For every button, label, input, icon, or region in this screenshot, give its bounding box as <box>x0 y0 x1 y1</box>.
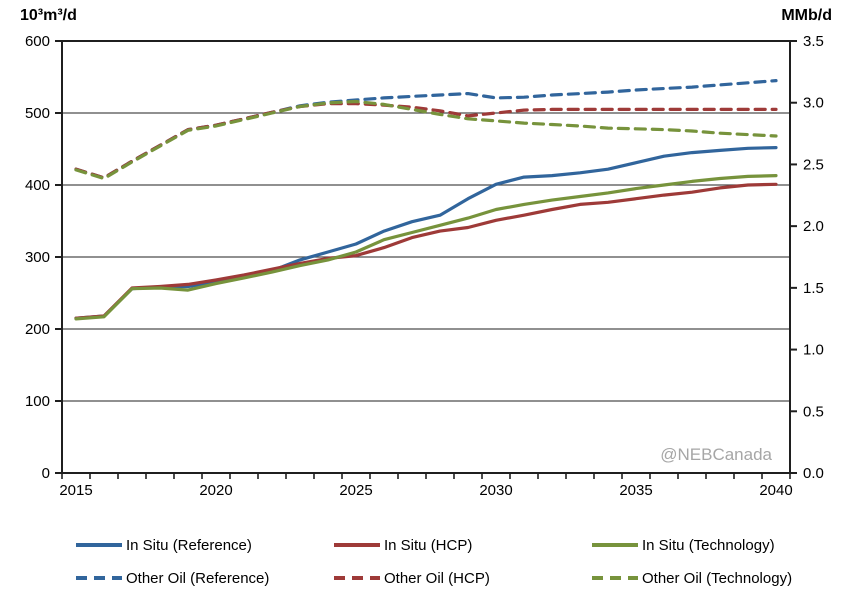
legend-item-other-oil-reference: Other Oil (Reference) <box>76 569 269 587</box>
series-line-other-oil-technology <box>74 99 778 181</box>
series-line-other-oil-hcp <box>74 101 778 180</box>
left-axis-tick-label: 500 <box>25 105 50 122</box>
left-axis-tick-label: 200 <box>25 321 50 338</box>
legend-item-in-situ-hcp: In Situ (HCP) <box>334 536 472 554</box>
x-axis-tick-label: 2020 <box>199 482 232 499</box>
right-axis-tick-label: 0.5 <box>803 403 824 420</box>
legend-label: In Situ (HCP) <box>384 536 473 554</box>
left-axis-tick-label: 300 <box>25 249 50 266</box>
legend-label: In Situ (Technology) <box>642 536 775 554</box>
series-line-in-situ-technology <box>74 174 778 321</box>
series-line-in-situ-hcp <box>74 182 778 320</box>
left-axis-tick-label: 600 <box>25 33 50 50</box>
watermark-text: @NEBCanada <box>660 445 772 464</box>
plot-area: 600 500 400 300 200 100 0 3.5 3.0 2.5 2.0 1.5 1.0 0.5… <box>25 33 824 499</box>
x-axis-tick-label: 2035 <box>619 482 652 499</box>
legend-dashed-line-swatch <box>76 576 122 580</box>
legend-item-in-situ-technology: In Situ (Technology) <box>592 536 775 554</box>
x-axis-tick-label: 2025 <box>339 482 372 499</box>
series-line-other-oil-reference <box>74 78 778 180</box>
right-axis-tick-label: 1.0 <box>803 342 824 359</box>
right-axis-tick-label: 2.5 <box>803 156 824 173</box>
right-axis-tick-label: 3.5 <box>803 33 824 50</box>
legend-label: Other Oil (Technology) <box>642 569 793 587</box>
right-axis-tick-label: 2.0 <box>803 218 824 235</box>
legend-label: Other Oil (HCP) <box>384 569 490 587</box>
left-axis-tick-label: 0 <box>42 465 50 482</box>
legend-solid-line-swatch <box>334 543 380 547</box>
left-axis-tick-label: 400 <box>25 177 50 194</box>
right-axis-title: MMb/d <box>781 7 832 24</box>
right-axis-tick-label: 0.0 <box>803 465 824 482</box>
series-line-in-situ-reference <box>74 146 778 320</box>
right-axis-tick-label: 1.5 <box>803 280 824 297</box>
x-axis-tick-label: 2030 <box>479 482 512 499</box>
legend-item-other-oil-technology: Other Oil (Technology) <box>592 569 792 587</box>
legend-label: Other Oil (Reference) <box>126 569 270 587</box>
legend-label: In Situ (Reference) <box>126 536 252 554</box>
left-axis-title: 10³m³/d <box>20 7 77 24</box>
x-axis-tick-label: 2040 <box>759 482 792 499</box>
left-axis-tick-label: 100 <box>25 393 50 410</box>
legend-dashed-line-swatch <box>592 576 638 580</box>
legend-item-in-situ-reference: In Situ (Reference) <box>76 536 252 554</box>
legend-item-other-oil-hcp: Other Oil (HCP) <box>334 569 490 587</box>
legend-solid-line-swatch <box>592 543 638 547</box>
right-axis-tick-label: 3.0 <box>803 95 824 112</box>
legend-solid-line-swatch <box>76 543 122 547</box>
x-axis-tick-label: 2015 <box>59 482 92 499</box>
legend-dashed-line-swatch <box>334 576 380 580</box>
